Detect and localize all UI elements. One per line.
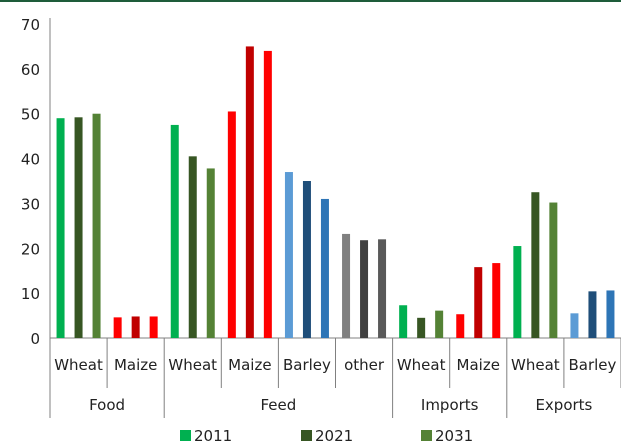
bar-exports-wheat-2031 <box>549 202 558 338</box>
category-label-other: other <box>344 356 385 374</box>
y-tick-label-20: 20 <box>21 240 40 258</box>
category-label-maize: Maize <box>228 356 271 374</box>
bar-imports-wheat-2031 <box>435 310 444 338</box>
y-tick-label-70: 70 <box>21 16 40 34</box>
bar-feed-maize-2011 <box>227 111 236 338</box>
bar-exports-wheat-2021 <box>531 192 540 338</box>
bar-imports-maize-2031 <box>492 263 501 338</box>
group-label-exports: Exports <box>535 396 592 414</box>
category-label-wheat: Wheat <box>397 356 446 374</box>
y-tick-label-10: 10 <box>21 285 40 303</box>
bar-food-wheat-2021 <box>74 117 83 338</box>
legend-swatch-2031 <box>421 430 432 441</box>
legend-swatch-2011 <box>180 430 191 441</box>
category-label-maize: Maize <box>114 356 157 374</box>
bar-exports-wheat-2011 <box>513 246 522 338</box>
bar-imports-maize-2021 <box>474 267 483 338</box>
bar-feed-other-2021 <box>360 240 369 338</box>
bar-exports-barley-2021 <box>588 291 597 338</box>
bar-feed-other-2031 <box>378 239 387 338</box>
bar-feed-maize-2021 <box>245 46 254 339</box>
bar-feed-barley-2021 <box>302 181 311 338</box>
bar-feed-barley-2031 <box>320 198 329 338</box>
group-label-imports: Imports <box>421 396 479 414</box>
bar-feed-wheat-2021 <box>188 156 197 338</box>
category-label-barley: Barley <box>568 356 616 374</box>
bar-food-wheat-2031 <box>92 113 101 338</box>
bar-feed-maize-2031 <box>263 50 272 339</box>
bar-food-maize-2031 <box>149 316 158 338</box>
legend-label-2031: 2031 <box>435 427 473 445</box>
legend-swatch-2021 <box>301 430 312 441</box>
top-rule <box>0 0 621 2</box>
group-label-feed: Feed <box>261 396 297 414</box>
bar-feed-other-2011 <box>342 233 351 338</box>
legend-label-2011: 2011 <box>194 427 232 445</box>
bar-food-maize-2021 <box>131 316 140 338</box>
bar-exports-barley-2031 <box>606 290 615 338</box>
bar-feed-wheat-2011 <box>170 124 179 338</box>
category-label-maize: Maize <box>457 356 500 374</box>
y-tick-label-30: 30 <box>21 195 40 213</box>
category-label-barley: Barley <box>283 356 331 374</box>
bar-feed-barley-2011 <box>284 172 293 338</box>
bar-exports-barley-2011 <box>570 313 579 338</box>
category-label-wheat: Wheat <box>511 356 560 374</box>
group-label-food: Food <box>89 396 125 414</box>
bar-food-maize-2011 <box>113 317 122 338</box>
y-tick-label-60: 60 <box>21 61 40 79</box>
category-label-wheat: Wheat <box>168 356 217 374</box>
legend-label-2021: 2021 <box>315 427 353 445</box>
bar-food-wheat-2011 <box>56 118 65 338</box>
bar-imports-maize-2011 <box>456 314 465 338</box>
category-label-wheat: Wheat <box>54 356 103 374</box>
y-tick-label-40: 40 <box>21 151 40 169</box>
bar-imports-wheat-2011 <box>399 305 408 338</box>
bar-imports-wheat-2021 <box>417 317 426 338</box>
bar-feed-wheat-2031 <box>206 168 215 338</box>
y-tick-label-50: 50 <box>21 106 40 124</box>
y-tick-label-0: 0 <box>30 330 40 348</box>
